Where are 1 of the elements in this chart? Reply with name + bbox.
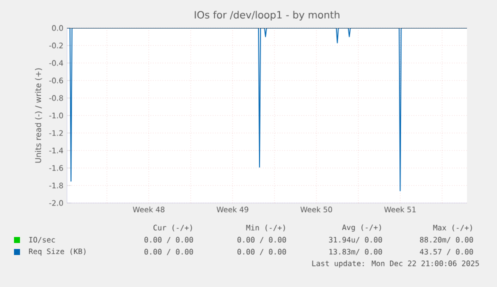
chart-title: IOs for /dev/loop1 - by month [194, 10, 340, 21]
